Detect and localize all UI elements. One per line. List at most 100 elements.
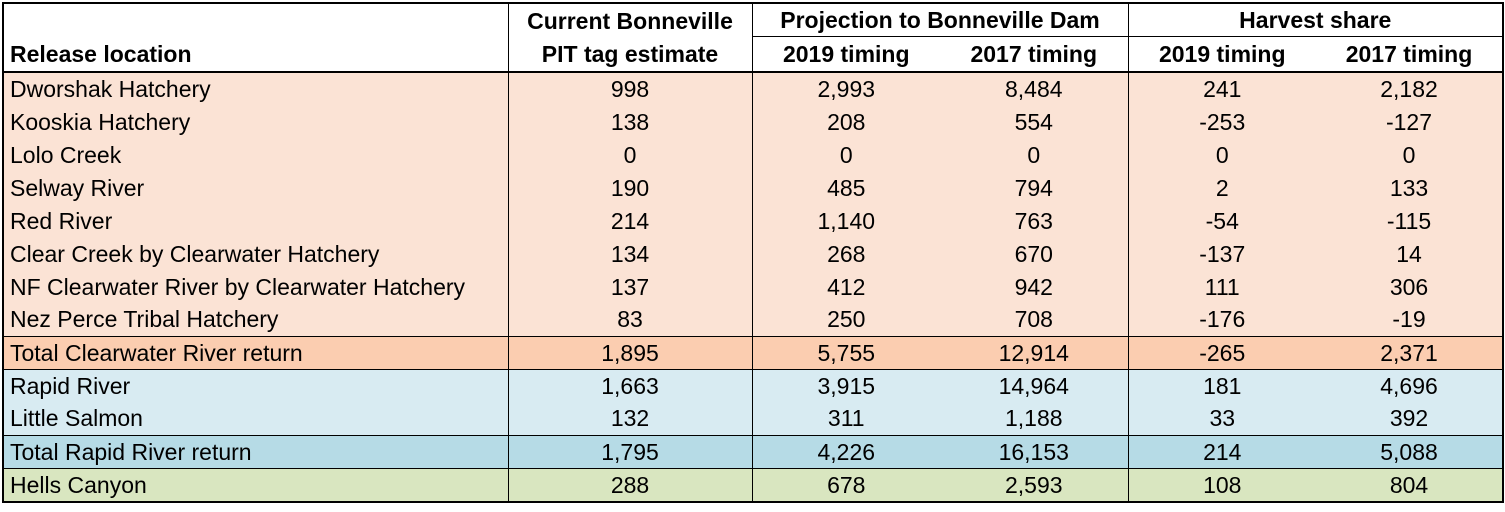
current-estimate-cell: 1,663 xyxy=(507,369,752,402)
projection-2019-cell: 5,755 xyxy=(751,335,940,370)
total-row-clearwater: Total Clearwater River return 1,895 5,75… xyxy=(2,335,1504,370)
harvest-2017-cell: 14 xyxy=(1316,237,1504,270)
projection-2017-cell: 763 xyxy=(940,204,1128,237)
harvest-2017-cell: 5,088 xyxy=(1316,434,1504,469)
table-row: Kooskia Hatchery 138 208 554 -253 -127 xyxy=(2,105,1504,138)
table-row: Clear Creek by Clearwater Hatchery 134 2… xyxy=(2,237,1504,270)
projection-2017-cell: 554 xyxy=(940,105,1128,138)
projection-2019-cell: 1,140 xyxy=(751,204,940,237)
table-row: Lolo Creek 0 0 0 0 0 xyxy=(2,138,1504,171)
harvest-2017-cell: 4,696 xyxy=(1316,369,1504,402)
projection-2017-cell: 794 xyxy=(940,171,1128,204)
projection-2017-cell: 2,593 xyxy=(940,468,1128,503)
current-estimate-cell: 132 xyxy=(507,402,752,435)
projection-2019-cell: 250 xyxy=(751,303,940,336)
total-row-rapid-river: Total Rapid River return 1,795 4,226 16,… xyxy=(2,434,1504,469)
release-location-cell: Total Clearwater River return xyxy=(2,335,508,370)
harvest-2017-cell: 133 xyxy=(1316,171,1504,204)
header-harvest-2019: 2019 timing xyxy=(1127,36,1316,73)
harvest-2019-cell: -176 xyxy=(1127,303,1316,336)
harvest-2017-cell: 392 xyxy=(1316,402,1504,435)
header-projection-2017: 2017 timing xyxy=(940,36,1128,73)
current-estimate-cell: 190 xyxy=(507,171,752,204)
harvest-2019-cell: 0 xyxy=(1127,138,1316,171)
harvest-2017-cell: -115 xyxy=(1316,204,1504,237)
header-current-line2: PIT tag estimate xyxy=(507,36,752,73)
projection-2019-cell: 208 xyxy=(751,105,940,138)
release-location-cell: Nez Perce Tribal Hatchery xyxy=(2,303,508,336)
header-release-location: Release location xyxy=(2,36,508,73)
current-estimate-cell: 1,895 xyxy=(507,335,752,370)
release-location-cell: Total Rapid River return xyxy=(2,434,508,469)
harvest-2019-cell: -137 xyxy=(1127,237,1316,270)
table-row: Nez Perce Tribal Hatchery 83 250 708 -17… xyxy=(2,303,1504,336)
release-location-cell: NF Clearwater River by Clearwater Hatche… xyxy=(2,270,508,303)
header-row-bottom: Release location PIT tag estimate 2019 t… xyxy=(2,36,1504,73)
projection-2019-cell: 412 xyxy=(751,270,940,303)
harvest-2019-cell: 241 xyxy=(1127,72,1316,105)
projection-2019-cell: 485 xyxy=(751,171,940,204)
current-estimate-cell: 1,795 xyxy=(507,434,752,469)
release-location-cell: Little Salmon xyxy=(2,402,508,435)
harvest-2019-cell: 111 xyxy=(1127,270,1316,303)
harvest-2017-cell: 2,182 xyxy=(1316,72,1504,105)
current-estimate-cell: 137 xyxy=(507,270,752,303)
release-location-cell: Kooskia Hatchery xyxy=(2,105,508,138)
table-row: NF Clearwater River by Clearwater Hatche… xyxy=(2,270,1504,303)
projection-2017-cell: 16,153 xyxy=(940,434,1128,469)
projection-2017-cell: 12,914 xyxy=(940,335,1128,370)
table-row: Selway River 190 485 794 2 133 xyxy=(2,171,1504,204)
projection-2017-cell: 1,188 xyxy=(940,402,1128,435)
header-harvest-2017: 2017 timing xyxy=(1316,36,1504,73)
harvest-2019-cell: 2 xyxy=(1127,171,1316,204)
projection-2019-cell: 0 xyxy=(751,138,940,171)
table-row: Dworshak Hatchery 998 2,993 8,484 241 2,… xyxy=(2,72,1504,105)
header-row-top: Current Bonneville Projection to Bonnevi… xyxy=(2,2,1504,37)
harvest-2017-cell: -127 xyxy=(1316,105,1504,138)
current-estimate-cell: 138 xyxy=(507,105,752,138)
current-estimate-cell: 83 xyxy=(507,303,752,336)
table-row: Little Salmon 132 311 1,188 33 392 xyxy=(2,402,1504,435)
projection-2017-cell: 942 xyxy=(940,270,1128,303)
release-location-cell: Hells Canyon xyxy=(2,468,508,503)
harvest-2019-cell: 108 xyxy=(1127,468,1316,503)
projection-2017-cell: 8,484 xyxy=(940,72,1128,105)
projection-2017-cell: 670 xyxy=(940,237,1128,270)
harvest-2019-cell: 214 xyxy=(1127,434,1316,469)
harvest-2017-cell: 0 xyxy=(1316,138,1504,171)
release-estimates-table: Current Bonneville Projection to Bonnevi… xyxy=(2,2,1504,503)
header-projection-2019: 2019 timing xyxy=(751,36,940,73)
header-blank xyxy=(2,2,508,37)
harvest-2017-cell: -19 xyxy=(1316,303,1504,336)
projection-2019-cell: 678 xyxy=(751,468,940,503)
harvest-2019-cell: 181 xyxy=(1127,369,1316,402)
release-location-cell: Red River xyxy=(2,204,508,237)
release-location-cell: Selway River xyxy=(2,171,508,204)
header-current-line1: Current Bonneville xyxy=(507,2,752,37)
table-row: Red River 214 1,140 763 -54 -115 xyxy=(2,204,1504,237)
current-estimate-cell: 0 xyxy=(507,138,752,171)
harvest-2017-cell: 306 xyxy=(1316,270,1504,303)
harvest-2019-cell: -54 xyxy=(1127,204,1316,237)
current-estimate-cell: 288 xyxy=(507,468,752,503)
harvest-2019-cell: -265 xyxy=(1127,335,1316,370)
release-location-cell: Lolo Creek xyxy=(2,138,508,171)
release-location-cell: Dworshak Hatchery xyxy=(2,72,508,105)
harvest-2019-cell: 33 xyxy=(1127,402,1316,435)
current-estimate-cell: 998 xyxy=(507,72,752,105)
current-estimate-cell: 214 xyxy=(507,204,752,237)
current-estimate-cell: 134 xyxy=(507,237,752,270)
table-row: Rapid River 1,663 3,915 14,964 181 4,696 xyxy=(2,369,1504,402)
harvest-2017-cell: 804 xyxy=(1316,468,1504,503)
projection-2019-cell: 311 xyxy=(751,402,940,435)
header-harvest-group: Harvest share xyxy=(1127,2,1504,37)
projection-2017-cell: 0 xyxy=(940,138,1128,171)
harvest-2019-cell: -253 xyxy=(1127,105,1316,138)
projection-2019-cell: 268 xyxy=(751,237,940,270)
release-location-cell: Rapid River xyxy=(2,369,508,402)
projection-2019-cell: 4,226 xyxy=(751,434,940,469)
projection-2019-cell: 3,915 xyxy=(751,369,940,402)
projection-2019-cell: 2,993 xyxy=(751,72,940,105)
table-row: Hells Canyon 288 678 2,593 108 804 xyxy=(2,468,1504,503)
release-location-cell: Clear Creek by Clearwater Hatchery xyxy=(2,237,508,270)
